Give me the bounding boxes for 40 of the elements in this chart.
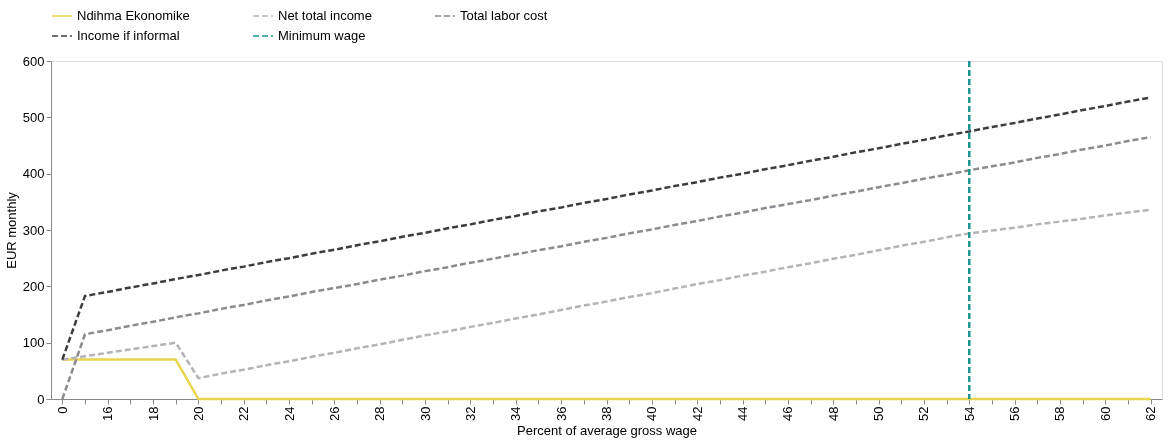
x-tick-label: 30 bbox=[417, 406, 433, 421]
x-tick-label: 28 bbox=[372, 406, 388, 421]
x-tick-label: 0 bbox=[54, 406, 70, 414]
x-tick-label: 34 bbox=[508, 406, 524, 421]
x-axis-title: Percent of average gross wage bbox=[517, 422, 697, 438]
x-tick-label: 38 bbox=[599, 406, 614, 421]
legend-label: Minimum wage bbox=[278, 28, 366, 43]
x-tick-label: 58 bbox=[1052, 406, 1068, 421]
legend-label: Total labor cost bbox=[460, 8, 548, 23]
x-tick-label: 26 bbox=[326, 406, 342, 421]
x-tick-label: 16 bbox=[100, 406, 116, 421]
x-tick-label: 20 bbox=[190, 406, 206, 421]
x-tick-label: 18 bbox=[145, 406, 161, 421]
y-tick-label: 0 bbox=[37, 391, 45, 407]
x-tick-label: 60 bbox=[1097, 406, 1113, 421]
x-tick-label: 44 bbox=[735, 406, 751, 421]
x-tick-label: 40 bbox=[644, 406, 660, 421]
y-tick-label: 100 bbox=[22, 335, 45, 351]
x-tick-label: 56 bbox=[1007, 406, 1023, 421]
line-series bbox=[61, 208, 1152, 380]
y-tick-label: 200 bbox=[22, 278, 45, 294]
x-tick-label: 42 bbox=[689, 406, 705, 421]
x-tick-label: 46 bbox=[780, 406, 796, 421]
x-tick-label: 32 bbox=[462, 406, 478, 421]
x-tick-label: 48 bbox=[825, 406, 841, 421]
x-tick-label: 50 bbox=[871, 406, 887, 421]
x-tick-label: 52 bbox=[916, 406, 932, 421]
x-tick-label: 36 bbox=[553, 406, 569, 421]
x-tick-label: 22 bbox=[236, 406, 252, 421]
y-tick-label: 500 bbox=[22, 109, 45, 125]
x-tick-label: 62 bbox=[1143, 406, 1159, 421]
y-tick-label: 400 bbox=[22, 166, 45, 182]
y-tick-label: 300 bbox=[22, 222, 45, 238]
legend-label: Ndihma Ekonomike bbox=[77, 8, 190, 23]
y-tick-label: 600 bbox=[22, 53, 45, 69]
y-axis-title: EUR monthly bbox=[3, 191, 19, 269]
legend-label: Net total income bbox=[278, 8, 372, 23]
legend-label: Income if informal bbox=[77, 28, 180, 43]
x-tick-label: 24 bbox=[281, 406, 297, 421]
x-tick-label: 54 bbox=[961, 406, 977, 421]
